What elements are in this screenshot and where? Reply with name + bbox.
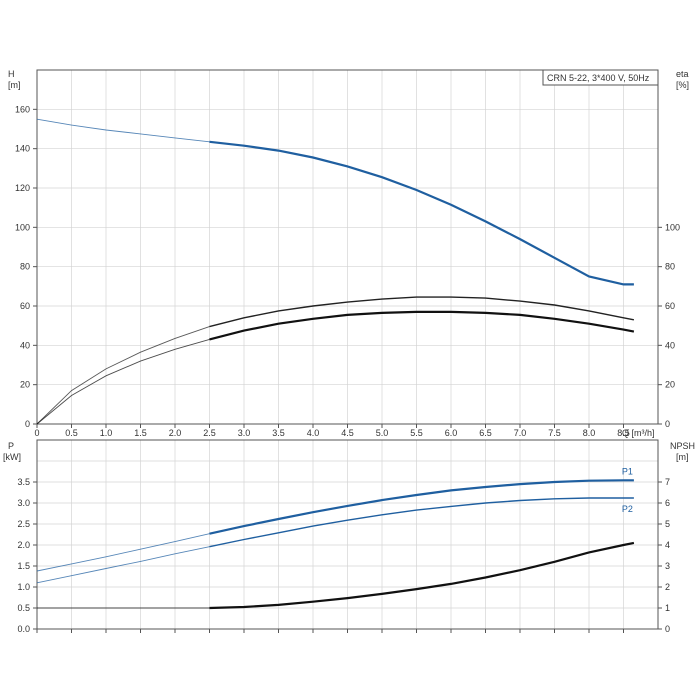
top-left-axis-title-1: H bbox=[8, 69, 15, 79]
top-right-tick-label: 80 bbox=[665, 262, 675, 272]
head-efficiency-panel: 0 20 40 60 80 100 120 140 160 0 20 40 60 80 100 0 0.5 1.0… bbox=[8, 69, 689, 438]
top-series-0-extension-line bbox=[36, 118, 210, 143]
top-series-2-line bbox=[209, 310, 635, 341]
bottom-series-1-extension-line bbox=[36, 546, 210, 584]
top-right-axis-title-2: [%] bbox=[676, 80, 689, 90]
bottom-right-tick-label: 6 bbox=[665, 498, 670, 508]
bottom-series-0-extension-line bbox=[36, 533, 210, 572]
bottom-left-axis-title-2: [kW] bbox=[3, 452, 21, 462]
x-tick-label: 4.0 bbox=[307, 428, 320, 438]
bottom-right-tick-label: 1 bbox=[665, 603, 670, 613]
top-left-tick-label: 60 bbox=[20, 301, 30, 311]
bottom-left-tick-label: 3.5 bbox=[17, 477, 30, 487]
top-right-tick-label: 0 bbox=[665, 419, 670, 429]
x-tick-label: 6.0 bbox=[445, 428, 458, 438]
x-tick-label: 3.0 bbox=[238, 428, 251, 438]
bottom-right-axis-title-1: NPSH bbox=[670, 441, 695, 451]
top-left-tick-label: 120 bbox=[15, 183, 30, 193]
top-right-tick-label: 100 bbox=[665, 222, 680, 232]
top-left-tick-label: 20 bbox=[20, 380, 30, 390]
series-label-p2: P2 bbox=[622, 504, 633, 514]
top-right-tick-label: 60 bbox=[665, 301, 675, 311]
top-series bbox=[36, 118, 635, 425]
legend-box-text: CRN 5-22, 3*400 V, 50Hz bbox=[547, 73, 650, 83]
top-left-tick-label: 100 bbox=[15, 222, 30, 232]
x-tick-label: 4.5 bbox=[341, 428, 354, 438]
x-tick-label: 7.5 bbox=[548, 428, 561, 438]
bottom-right-tick-label: 4 bbox=[665, 540, 670, 550]
bottom-right-axis-title-2: [m] bbox=[676, 452, 689, 462]
bottom-right-tick-label: 2 bbox=[665, 582, 670, 592]
bottom-axis-ticks: 0.0 0.5 1.0 1.5 2.0 2.5 3.0 3.5 0 1 2 3 4 5 6 7 bbox=[17, 477, 670, 634]
top-series-0-line bbox=[209, 140, 634, 286]
x-tick-label: 8.0 bbox=[583, 428, 596, 438]
bottom-left-tick-label: 0.5 bbox=[17, 603, 30, 613]
top-axis-ticks: 0 20 40 60 80 100 120 140 160 0 20 40 60 80 100 0 0.5 1.0… bbox=[15, 104, 680, 438]
x-tick-label: 2.5 bbox=[203, 428, 216, 438]
x-tick-label: 1.0 bbox=[100, 428, 113, 438]
bottom-series: P1 P2 bbox=[36, 466, 635, 610]
bottom-left-axis-title-1: P bbox=[8, 441, 14, 451]
bottom-right-tick-label: 5 bbox=[665, 519, 670, 529]
top-series-1-extension-line bbox=[36, 326, 210, 425]
top-right-axis-title-1: eta bbox=[676, 69, 689, 79]
bottom-right-tick-label: 7 bbox=[665, 477, 670, 487]
x-tick-label: 0.5 bbox=[65, 428, 78, 438]
bottom-grid bbox=[37, 440, 658, 629]
bottom-left-tick-label: 2.0 bbox=[17, 540, 30, 550]
x-tick-label: 0 bbox=[34, 428, 39, 438]
bottom-left-tick-label: 2.5 bbox=[17, 519, 30, 529]
bottom-right-tick-label: 0 bbox=[665, 624, 670, 634]
bottom-series-2-line bbox=[209, 541, 635, 610]
x-tick-label: 5.5 bbox=[410, 428, 423, 438]
bottom-right-tick-label: 3 bbox=[665, 561, 670, 571]
x-tick-label: 8.5 bbox=[617, 428, 630, 438]
top-left-tick-label: 160 bbox=[15, 104, 30, 114]
x-tick-label: 3.5 bbox=[272, 428, 285, 438]
x-axis-title: Q [m³/h] bbox=[622, 428, 655, 438]
bottom-left-tick-label: 0.0 bbox=[17, 624, 30, 634]
x-tick-label: 5.0 bbox=[376, 428, 389, 438]
top-grid bbox=[37, 70, 658, 424]
top-left-tick-label: 80 bbox=[20, 262, 30, 272]
bottom-left-tick-label: 1.0 bbox=[17, 582, 30, 592]
top-left-axis-title-2: [m] bbox=[8, 80, 21, 90]
top-right-tick-label: 20 bbox=[665, 380, 675, 390]
top-series-1-line bbox=[209, 296, 635, 328]
top-left-tick-label: 40 bbox=[20, 340, 30, 350]
top-left-tick-label: 140 bbox=[15, 144, 30, 154]
x-tick-label: 1.5 bbox=[134, 428, 147, 438]
top-series-2-extension-line bbox=[36, 338, 210, 425]
legend-box bbox=[542, 69, 659, 86]
top-right-tick-label: 40 bbox=[665, 340, 675, 350]
bottom-left-tick-label: 3.0 bbox=[17, 498, 30, 508]
x-tick-label: 2.0 bbox=[169, 428, 182, 438]
x-tick-label: 7.0 bbox=[514, 428, 527, 438]
bottom-series-0-line bbox=[209, 479, 634, 535]
series-label-p1: P1 bbox=[622, 466, 633, 476]
top-left-tick-label: 0 bbox=[25, 419, 30, 429]
x-tick-label: 6.5 bbox=[479, 428, 492, 438]
bottom-series-1-line bbox=[209, 497, 634, 548]
bottom-left-tick-label: 1.5 bbox=[17, 561, 30, 571]
